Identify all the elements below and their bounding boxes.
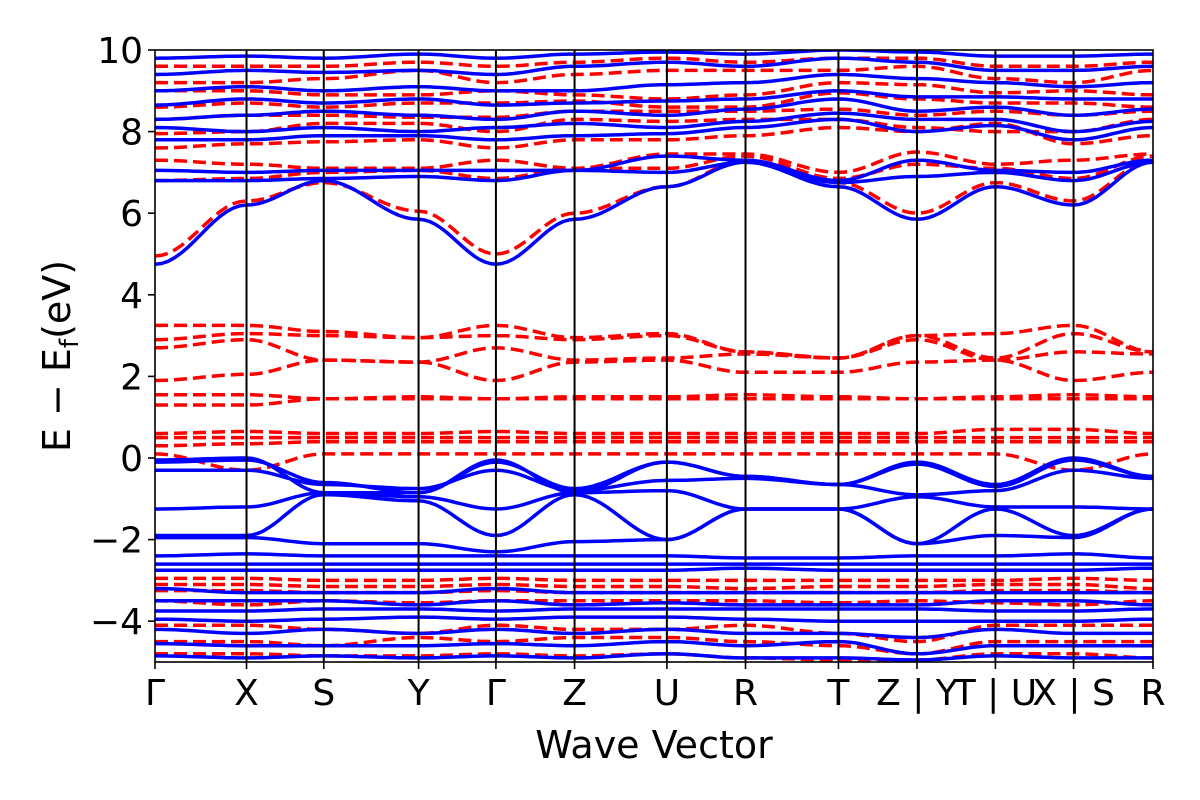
y-axis: −4 −2 0 2 4 6 8 10: [90, 31, 155, 643]
y-tick-label-6: 8: [120, 113, 143, 154]
y-tick-label-2: 0: [120, 439, 143, 480]
x-tick-label-6: U: [654, 673, 680, 714]
y-tick-label-1: −2: [90, 521, 143, 562]
plot-frame: [154, 49, 1154, 663]
x-tick-label-5: Z: [562, 673, 587, 714]
x-tick-label-7: R: [733, 673, 758, 714]
y-axis-title: E − Ef(eV): [35, 260, 85, 452]
x-tick-label-0: Γ: [145, 673, 165, 714]
x-axis: Γ X S Y Γ Z U R T Z | YT | UX | S R: [145, 662, 1166, 714]
x-tick-label-1: X: [234, 673, 259, 714]
y-tick-label-0: −4: [90, 602, 143, 643]
x-tick-label-2: S: [312, 673, 335, 714]
y-tick-label-4: 4: [120, 276, 143, 317]
high-symmetry-lines: [245, 50, 1075, 662]
x-tick-label-9: Z | Y: [876, 673, 959, 714]
y-tick-label-7: 10: [97, 31, 143, 72]
x-tick-label-8: T: [826, 673, 850, 714]
y-axis-title-subscript: f: [55, 338, 85, 348]
y-axis-title-unit: (eV): [35, 260, 79, 339]
y-axis-title-main: E − E: [35, 348, 79, 452]
y-tick-label-3: 2: [120, 357, 143, 398]
x-tick-label-11: X | S: [1032, 673, 1115, 714]
x-tick-label-12: R: [1140, 673, 1165, 714]
x-tick-label-3: Y: [407, 673, 431, 714]
y-tick-label-5: 6: [120, 194, 143, 235]
spin-up-band-8: [155, 566, 1153, 572]
x-tick-label-4: Γ: [486, 673, 506, 714]
spin-up-band-11: [155, 607, 1153, 613]
x-axis-title: Wave Vector: [535, 723, 773, 767]
x-tick-label-10: T | U: [953, 673, 1037, 714]
